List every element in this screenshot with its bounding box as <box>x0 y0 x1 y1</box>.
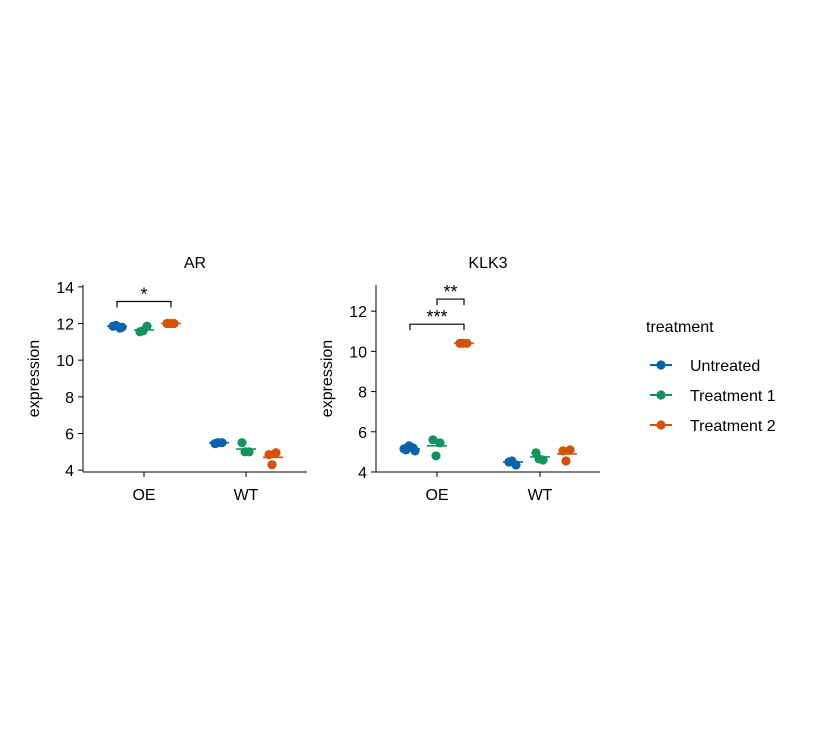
data-point-wt-treatment-1 <box>240 447 250 457</box>
data-point-wt-untreated <box>507 456 517 466</box>
x-tick-label: OE <box>132 487 155 504</box>
data-point-oe-treatment-1 <box>138 326 148 336</box>
data-point-wt-treatment-2 <box>264 449 274 460</box>
x-tick-label: WT <box>528 487 553 504</box>
data-point-oe-untreated <box>399 444 409 454</box>
significance-label: *** <box>426 307 447 327</box>
y-tick-label: 10 <box>56 353 74 370</box>
panel-title: KLK3 <box>468 255 507 272</box>
legend-key-point-untreated <box>656 360 666 370</box>
y-tick-label: 4 <box>358 465 367 482</box>
data-point-oe-treatment-1 <box>431 451 441 461</box>
significance-label: ** <box>443 282 457 302</box>
y-tick-label: 10 <box>349 344 367 361</box>
data-point-oe-treatment-2 <box>458 338 468 348</box>
data-point-oe-treatment-1 <box>428 435 438 445</box>
y-tick-label: 12 <box>349 304 367 321</box>
y-tick-label: 6 <box>358 425 367 442</box>
panel-title: AR <box>184 255 206 272</box>
legend-key-point-treatment-2 <box>656 420 666 430</box>
legend-label-untreated: Untreated <box>690 358 760 375</box>
y-axis-label: expression <box>26 340 43 417</box>
significance-bracket <box>436 298 465 306</box>
y-tick-label: 8 <box>65 390 74 407</box>
legend-key-point-treatment-1 <box>656 390 666 400</box>
y-tick-label: 4 <box>65 463 74 480</box>
panel-ar: AR 4 6 8 10 12 14 expression OE WT * <box>26 255 307 504</box>
x-tick-label: OE <box>425 487 448 504</box>
legend-label-treatment-1: Treatment 1 <box>690 388 776 405</box>
significance-label: * <box>140 285 147 305</box>
data-point-wt-treatment-2 <box>267 460 277 470</box>
data-point-wt-untreated <box>213 438 223 448</box>
significance-bracket <box>409 323 465 331</box>
y-axis-label: expression <box>319 340 336 417</box>
data-point-oe-treatment-2 <box>165 318 175 329</box>
legend-label-treatment-2: Treatment 2 <box>690 418 776 435</box>
y-tick-label: 14 <box>56 280 74 297</box>
y-tick-label: 6 <box>65 427 74 444</box>
y-tick-label: 8 <box>358 385 367 402</box>
data-point-wt-treatment-1 <box>237 438 247 448</box>
data-point-oe-untreated <box>117 322 127 332</box>
data-point-wt-treatment-2 <box>565 445 575 455</box>
y-tick-label: 12 <box>56 317 74 334</box>
x-tick-label: WT <box>234 487 259 504</box>
legend: treatment Untreated Treatment 1 Treatment 2 <box>646 319 776 435</box>
data-point-wt-treatment-2 <box>561 456 571 466</box>
significance-bracket <box>116 300 172 308</box>
data-point-wt-treatment-1 <box>534 454 544 464</box>
data-point-oe-treatment-1 <box>435 438 445 448</box>
data-point-wt-treatment-2 <box>271 448 281 458</box>
data-point-wt-treatment-2 <box>558 446 568 456</box>
legend-title: treatment <box>646 319 714 336</box>
data-point-oe-untreated <box>410 446 420 456</box>
